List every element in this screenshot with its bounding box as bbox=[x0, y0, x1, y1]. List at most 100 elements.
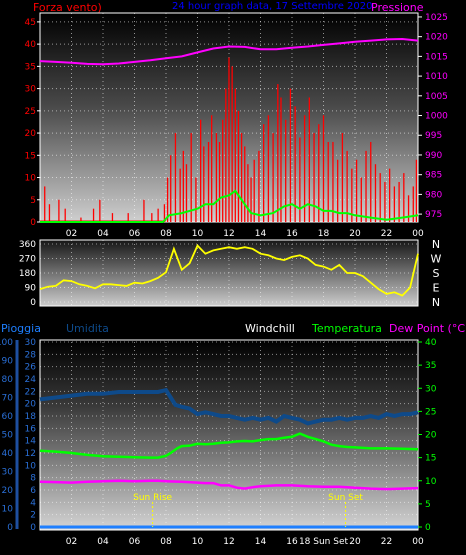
humidity-tick-label: 90 bbox=[2, 357, 14, 367]
wind-tick-label: 0 bbox=[30, 218, 36, 228]
wind-tick-label: 20 bbox=[25, 129, 37, 139]
humidity-tick-label: 10 bbox=[2, 505, 14, 515]
compass-label: W bbox=[431, 253, 442, 266]
temp-x-tick-label: 14 bbox=[255, 537, 267, 547]
wind-x-tick-label: 04 bbox=[97, 229, 109, 239]
rain-tick-label: 2 bbox=[30, 511, 36, 521]
temp-x-tick-label: 04 bbox=[97, 537, 109, 547]
pressure-tick-label: 980 bbox=[425, 190, 442, 200]
rain-tick-label: 6 bbox=[30, 486, 36, 496]
temp-x-tick-label: 06 bbox=[129, 537, 141, 547]
wind-x-tick-label: 00 bbox=[412, 229, 424, 239]
humidity-tick-label: 40 bbox=[2, 449, 14, 459]
direction-tick-label: 270 bbox=[19, 255, 36, 265]
rain-tick-label: 8 bbox=[30, 474, 36, 484]
wind-tick-label: 35 bbox=[25, 62, 36, 72]
humidity-tick-label: 30 bbox=[2, 468, 14, 478]
wind-x-tick-label: 20 bbox=[349, 229, 361, 239]
pressure-tick-label: 1005 bbox=[425, 92, 448, 102]
wind-tick-label: 5 bbox=[30, 196, 36, 206]
pressure-tick-label: 1025 bbox=[425, 13, 448, 23]
pressure-tick-label: 985 bbox=[425, 171, 442, 181]
compass-label: S bbox=[433, 267, 440, 280]
temp-x-tick-label: 20 bbox=[349, 537, 361, 547]
pressure-tick-label: 1015 bbox=[425, 52, 448, 62]
direction-tick-label: 180 bbox=[19, 269, 36, 279]
legend-windchill: Windchill bbox=[245, 322, 295, 335]
humidity-tick-label: 100 bbox=[0, 338, 13, 348]
temperature-tick-label: 10 bbox=[425, 477, 437, 487]
temperature-line bbox=[39, 432, 419, 459]
wind-tick-label: 30 bbox=[25, 85, 37, 95]
rain-tick-label: 10 bbox=[25, 461, 37, 471]
temperature-tick-label: 15 bbox=[425, 454, 436, 464]
compass-label: N bbox=[432, 296, 440, 309]
humidity-tick-label: 80 bbox=[2, 375, 14, 385]
legend-umidita: Umidita bbox=[66, 322, 109, 335]
legend-pioggia: Pioggia bbox=[1, 322, 41, 335]
rain-tick-label: 16 bbox=[25, 424, 37, 434]
chart-title: 24 hour graph data, 17 Settembre 2020 bbox=[172, 1, 372, 12]
humidity-tick-label: 50 bbox=[2, 431, 14, 441]
wind-tick-label: 45 bbox=[25, 18, 36, 28]
wind-x-tick-label: 06 bbox=[129, 229, 141, 239]
wind-x-tick-label: 12 bbox=[223, 229, 234, 239]
temperature-tick-label: 35 bbox=[425, 361, 436, 371]
wind-x-tick-label: 14 bbox=[255, 229, 267, 239]
temperature-tick-label: 0 bbox=[425, 523, 431, 533]
sun-marker-label: Sun Rise bbox=[133, 493, 172, 503]
temperature-tick-label: 40 bbox=[425, 338, 437, 348]
pressure-tick-label: 1020 bbox=[425, 33, 448, 43]
wind-direction-line bbox=[39, 244, 419, 297]
pressure-axis-title: Pressione bbox=[371, 1, 424, 14]
compass-label: E bbox=[433, 282, 440, 295]
wind-x-tick-label: 16 bbox=[286, 229, 298, 239]
pressure-tick-label: 995 bbox=[425, 131, 442, 141]
temp-x-tick-label: 18 Sun Set bbox=[299, 537, 349, 547]
wind-x-tick-label: 10 bbox=[192, 229, 204, 239]
wind-tick-label: 10 bbox=[25, 174, 37, 184]
humidity-tick-label: 70 bbox=[2, 394, 14, 404]
rain-tick-label: 14 bbox=[25, 437, 37, 447]
compass-label: N bbox=[432, 238, 440, 251]
legend-temperatura: Temperatura bbox=[311, 322, 382, 335]
legend-dewpoint: Dew Point (°C) bbox=[389, 322, 466, 335]
wind-x-tick-label: 02 bbox=[66, 229, 77, 239]
pressure-line bbox=[39, 37, 419, 66]
pressure-tick-label: 1000 bbox=[425, 112, 448, 122]
rain-tick-label: 24 bbox=[25, 375, 37, 385]
rain-tick-label: 20 bbox=[25, 400, 37, 410]
rain-tick-label: 22 bbox=[25, 387, 36, 397]
rain-tick-label: 30 bbox=[25, 338, 37, 348]
wind-x-tick-label: 22 bbox=[381, 229, 392, 239]
temperature-panel: 0102030405060708090100 02468101214161820… bbox=[0, 338, 437, 547]
humidity-tick-label: 60 bbox=[2, 412, 14, 422]
wind-tick-label: 15 bbox=[25, 151, 36, 161]
temp-x-tick-label: 12 bbox=[223, 537, 234, 547]
temp-x-tick-label: 02 bbox=[66, 537, 77, 547]
temp-x-tick-label: 00 bbox=[412, 537, 424, 547]
temperature-tick-label: 20 bbox=[425, 431, 437, 441]
wind-tick-label: 40 bbox=[25, 40, 37, 50]
pressure-tick-label: 990 bbox=[425, 151, 442, 161]
temperature-tick-label: 25 bbox=[425, 407, 436, 417]
pressure-tick-label: 975 bbox=[425, 210, 442, 220]
rain-tick-label: 26 bbox=[25, 363, 37, 373]
temperature-tick-label: 30 bbox=[425, 384, 437, 394]
temp-x-tick-label: 16 bbox=[286, 537, 298, 547]
pressure-tick-label: 1010 bbox=[425, 72, 448, 82]
wind-x-tick-label: 08 bbox=[160, 229, 172, 239]
temp-x-tick-label: 10 bbox=[192, 537, 204, 547]
humidity-tick-label: 20 bbox=[2, 486, 14, 496]
direction-tick-label: 90 bbox=[25, 284, 37, 294]
rain-tick-label: 18 bbox=[25, 412, 37, 422]
dewpoint-line bbox=[39, 479, 419, 491]
humidity-line bbox=[39, 387, 419, 426]
wind-x-tick-label: 18 bbox=[318, 229, 330, 239]
temp-x-tick-label: 08 bbox=[160, 537, 172, 547]
wind-tick-label: 25 bbox=[25, 107, 36, 117]
rain-tick-label: 0 bbox=[30, 523, 36, 533]
